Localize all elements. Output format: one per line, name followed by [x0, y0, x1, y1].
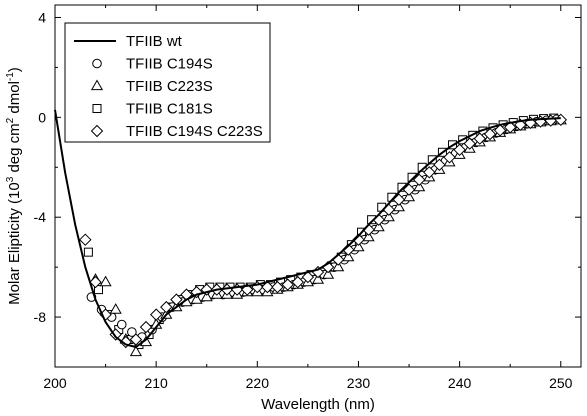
data-point-tfiib-c194s-c223s — [433, 158, 446, 172]
data-point-tfiib-c194s-c223s — [139, 320, 153, 334]
data-point-tfiib-c194s-c223s — [402, 183, 416, 196]
legend-label: TFIIB C181S — [126, 101, 213, 118]
y-axis-label-mid2: dmol — [6, 81, 23, 118]
data-point-tfiib-c223s — [190, 293, 203, 304]
data-point-tfiib-c194s-c223s — [291, 275, 305, 289]
x-tick-label: 200 — [43, 375, 67, 391]
data-point-tfiib-c223s — [413, 180, 426, 192]
y-axis-label-exp3: -1 — [5, 72, 16, 81]
legend-marker-square — [92, 104, 102, 113]
legend-marker-circle — [92, 58, 102, 69]
legend-label: TFIIB wt — [126, 33, 183, 50]
data-point-tfiib-c223s — [200, 290, 213, 302]
y-axis-label: Molar Elipticity (103 deg cm2 dmol-1) — [5, 67, 23, 305]
y-axis-label-exp1: 3 — [5, 176, 16, 182]
data-point-tfiib-c223s — [392, 200, 405, 212]
data-point-tfiib-c194s-c223s — [271, 280, 284, 294]
data-point-tfiib-c194s-c223s — [79, 233, 92, 246]
data-point-tfiib-c194s-c223s — [129, 333, 143, 346]
y-tick-label: -4 — [34, 209, 47, 225]
data-point-tfiib-c223s — [332, 260, 345, 272]
data-point-tfiib-c223s — [402, 190, 416, 202]
plot-marks — [54, 109, 568, 357]
legend-box — [64, 22, 271, 143]
data-point-tfiib-c194s-c223s — [89, 275, 102, 289]
legend: TFIIB wt TFIIB C194S TFIIB C223S TFIIB C181… — [64, 22, 271, 143]
plot-frame — [54, 4, 582, 368]
data-point-tfiib-c223s — [372, 220, 385, 232]
y-axis-label-mid1: deg cm — [6, 123, 23, 176]
x-tick-label: 230 — [347, 375, 371, 391]
data-point-tfiib-c194s-c223s — [412, 173, 426, 187]
legend-marker-diamond — [90, 124, 104, 138]
data-point-tfiib-c194s-c223s — [493, 124, 507, 137]
data-point-tfiib-c194s-c223s — [453, 143, 466, 157]
y-tick-label: 4 — [38, 9, 46, 25]
data-point-tfiib-c194s-c223s — [423, 166, 436, 179]
legend-label: TFIIB C194S — [126, 56, 213, 73]
data-point-tfiib-c223s — [342, 250, 355, 262]
data-point-tfiib-c223s — [362, 230, 375, 242]
y-axis-label-prefix: Molar Elipticity (10 — [6, 182, 23, 305]
data-point-tfiib-c194s-c223s — [503, 121, 517, 134]
data-point-tfiib-c181s — [93, 285, 103, 295]
data-point-tfiib-c223s — [382, 210, 395, 222]
data-point-tfiib-c194s-c223s — [160, 300, 173, 314]
data-point-tfiib-c194s-c223s — [281, 278, 294, 291]
legend-marker-triangle — [90, 79, 104, 91]
data-point-tfiib-c194s-c223s — [149, 308, 163, 321]
data-point-tfiib-c194s-c223s — [170, 293, 183, 306]
data-point-tfiib-c223s — [322, 268, 335, 279]
x-axis-label: Wavelength (nm) — [261, 396, 375, 413]
x-tick-label: 240 — [448, 375, 472, 391]
legend-label: TFIIB C194S C223S — [126, 123, 263, 140]
x-tick-label: 220 — [246, 375, 270, 391]
data-point-tfiib-c194s-c223s — [483, 127, 497, 141]
x-tick-label: 250 — [549, 375, 573, 391]
y-tick-label: 0 — [38, 109, 46, 125]
data-point-tfiib-c181s — [83, 247, 93, 257]
series-line-tfiib-wt — [54, 109, 561, 349]
y-axis-label-exp2: 2 — [5, 117, 16, 123]
data-point-tfiib-c194s — [116, 319, 127, 330]
data-point-tfiib-c194s-c223s — [463, 137, 476, 150]
data-point-tfiib-c223s — [352, 240, 365, 252]
axis-ticks: 200 210 220 230 240 250 4 0 -4 -8 — [34, 5, 581, 391]
data-point-tfiib-c223s — [311, 273, 325, 284]
data-point-tfiib-c194s-c223s — [352, 233, 365, 246]
data-point-tfiib-c223s — [99, 275, 112, 287]
y-axis-label-suffix: ) — [6, 67, 23, 72]
y-tick-label: -8 — [34, 309, 47, 325]
data-point-tfiib-c194s-c223s — [473, 132, 487, 145]
data-point-tfiib-c194s — [127, 327, 137, 337]
legend-label: TFIIB C223S — [126, 78, 213, 95]
data-point-tfiib-c194s-c223s — [443, 151, 456, 164]
data-point-tfiib-c194s-c223s — [301, 270, 315, 284]
data-point-tfiib-c223s — [129, 345, 142, 357]
data-point-tfiib-c194s-c223s — [261, 280, 274, 294]
data-point-tfiib-c223s — [109, 303, 122, 314]
x-tick-label: 210 — [144, 375, 168, 391]
data-point-tfiib-c194s-c223s — [392, 193, 406, 206]
